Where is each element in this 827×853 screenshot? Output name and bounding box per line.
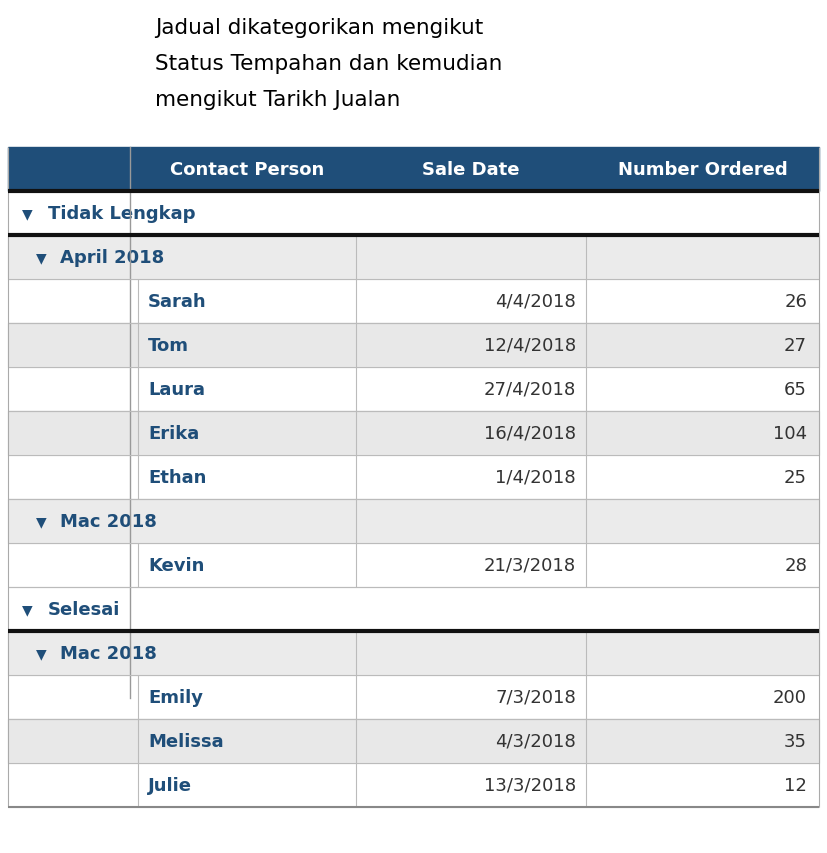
Text: 7/3/2018: 7/3/2018 — [495, 688, 576, 706]
Text: 35: 35 — [784, 732, 807, 750]
Text: 28: 28 — [784, 556, 807, 574]
Text: Emily: Emily — [148, 688, 203, 706]
Text: Mac 2018: Mac 2018 — [60, 513, 157, 531]
Text: Number Ordered: Number Ordered — [618, 161, 787, 179]
Text: 27/4/2018: 27/4/2018 — [484, 380, 576, 398]
Bar — [8, 411, 819, 456]
Text: 16/4/2018: 16/4/2018 — [484, 425, 576, 443]
Text: 25: 25 — [784, 468, 807, 486]
Text: Erika: Erika — [148, 425, 199, 443]
Text: Selesai: Selesai — [48, 601, 121, 618]
Text: Tidak Lengkap: Tidak Lengkap — [48, 205, 195, 223]
Text: Status Tempahan dan kemudian: Status Tempahan dan kemudian — [155, 54, 502, 74]
Text: Julie: Julie — [148, 776, 192, 794]
Bar — [8, 588, 819, 631]
Text: 4/3/2018: 4/3/2018 — [495, 732, 576, 750]
Bar — [8, 456, 819, 499]
Text: mengikut Tarikh Jualan: mengikut Tarikh Jualan — [155, 90, 400, 110]
Text: 200: 200 — [773, 688, 807, 706]
Text: Melissa: Melissa — [148, 732, 223, 750]
Text: Kevin: Kevin — [148, 556, 204, 574]
Text: Contact Person: Contact Person — [170, 161, 324, 179]
Bar — [8, 323, 819, 368]
Bar — [8, 368, 819, 411]
Text: ▼: ▼ — [22, 206, 32, 221]
Text: 26: 26 — [784, 293, 807, 310]
Bar — [8, 235, 819, 280]
Bar — [8, 631, 819, 676]
Text: 13/3/2018: 13/3/2018 — [484, 776, 576, 794]
Text: 27: 27 — [784, 337, 807, 355]
Bar — [8, 676, 819, 719]
Text: Tom: Tom — [148, 337, 189, 355]
Text: ▼: ▼ — [36, 251, 46, 264]
Text: 12: 12 — [784, 776, 807, 794]
Text: Laura: Laura — [148, 380, 205, 398]
Text: April 2018: April 2018 — [60, 249, 165, 267]
Text: ▼: ▼ — [36, 647, 46, 660]
Text: 1/4/2018: 1/4/2018 — [495, 468, 576, 486]
Bar — [8, 543, 819, 588]
Text: 65: 65 — [784, 380, 807, 398]
Bar — [8, 280, 819, 323]
Text: 21/3/2018: 21/3/2018 — [484, 556, 576, 574]
Text: 4/4/2018: 4/4/2018 — [495, 293, 576, 310]
Bar — [8, 719, 819, 763]
Text: Sale Date: Sale Date — [423, 161, 519, 179]
Text: Mac 2018: Mac 2018 — [60, 644, 157, 662]
Bar — [8, 763, 819, 807]
Bar — [8, 148, 819, 192]
Text: 104: 104 — [773, 425, 807, 443]
Text: Jadual dikategorikan mengikut: Jadual dikategorikan mengikut — [155, 18, 483, 38]
Text: Ethan: Ethan — [148, 468, 207, 486]
Text: Sarah: Sarah — [148, 293, 207, 310]
Text: 12/4/2018: 12/4/2018 — [484, 337, 576, 355]
Text: ▼: ▼ — [36, 514, 46, 528]
Bar — [8, 192, 819, 235]
Text: ▼: ▼ — [22, 602, 32, 616]
Bar — [8, 499, 819, 543]
